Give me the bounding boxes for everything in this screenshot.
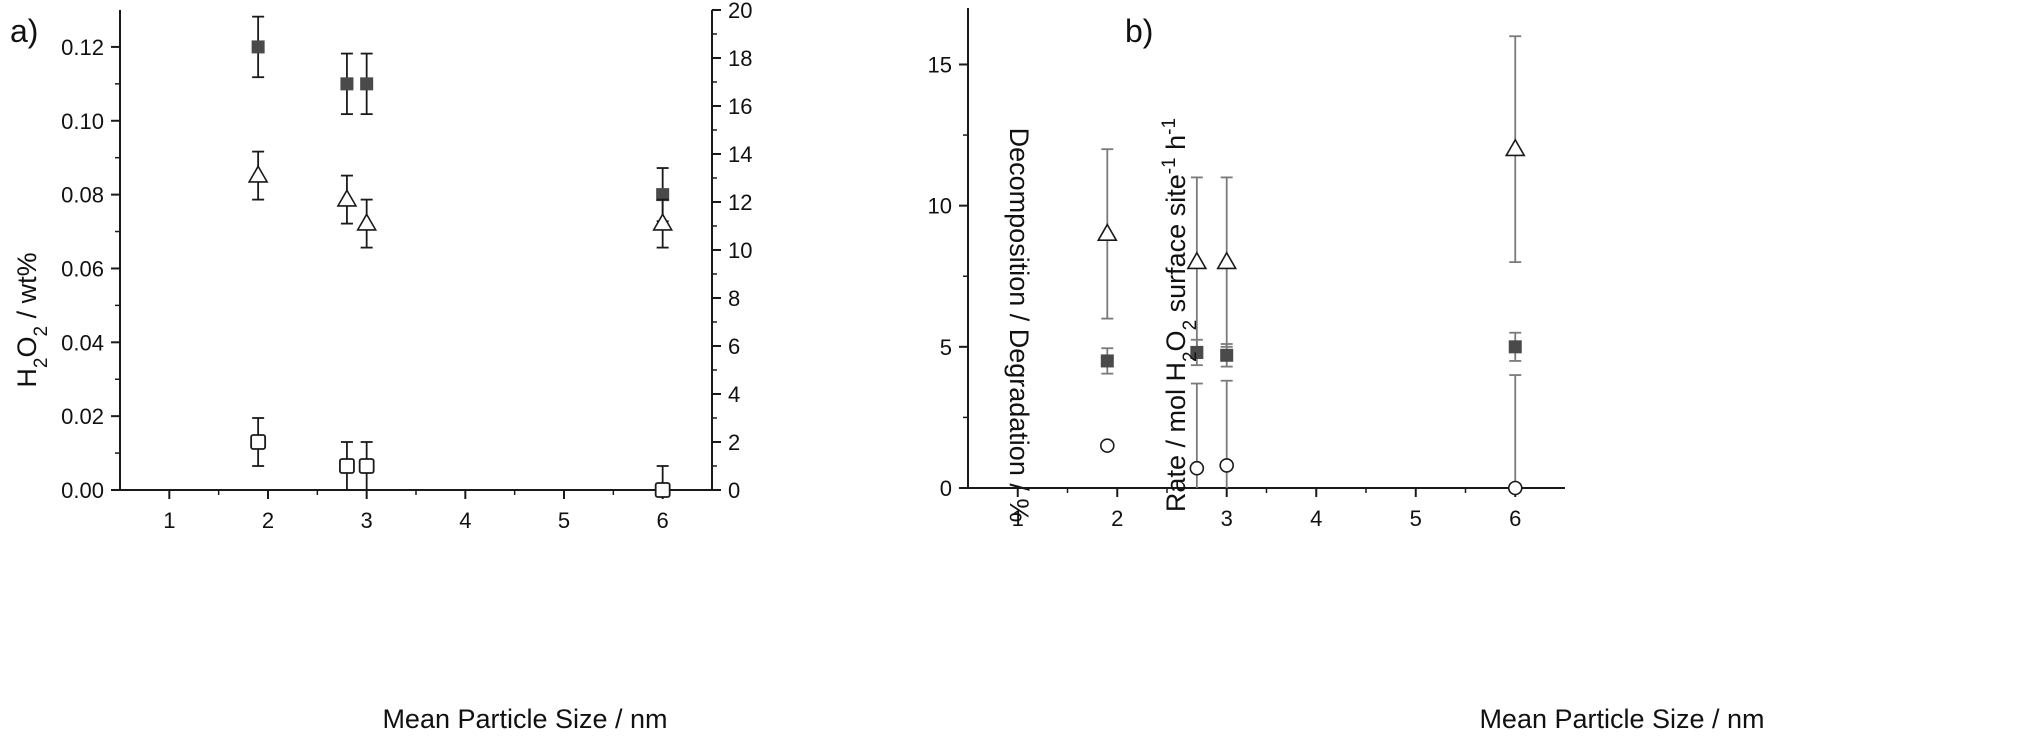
panel-a-y-tick-label: 0.12 [61,35,104,60]
panel-a-label: a) [10,13,38,49]
panel-a-ticks: 1 2 3 4 5 60.000.020.040.060.080.100.12024681… [61,0,752,533]
panel-b-point-filled-square [1190,345,1204,359]
panel-a-y2-axis-title: Decomposition / Degradation / % [1004,128,1034,523]
panel-b-point-open-circle [1219,458,1234,473]
panel-a-y-tick-label: 0.06 [61,256,104,281]
panel-a-y-tick-label: 0.00 [61,478,104,503]
panel-a-x-axis-title: Mean Particle Size / nm [382,704,667,734]
panel-b-point-open-triangle [1096,222,1118,241]
panel-a-y2-tick-label: 12 [728,190,752,215]
panel-a-point-open-square [250,434,267,450]
panel-b-x-tick-label: 1 [1012,506,1024,531]
panel-a-point-open-triangle [336,188,358,207]
panel-a-y-tick-label: 0.02 [61,404,104,429]
panel-a-y-tick-label: 0.10 [61,109,104,134]
panel-b-point-filled-square [1220,348,1234,362]
panel-a-point-open-triangle [247,164,269,183]
panel-a-y2-tick-label: 2 [728,430,740,455]
panel-b-point-filled-square [1508,340,1522,354]
panel-b-ticks: 1 2 3 4 5 6 0 5 10 15 [928,52,1522,531]
panel-b-x-tick-label: 3 [1221,506,1233,531]
panel-a-y2-tick-label: 4 [728,382,740,407]
panel-a-point-open-triangle [652,212,674,231]
panel-b-y-tick-label: 5 [940,335,952,360]
panel-b-x-axis-title: Mean Particle Size / nm [1479,704,1764,734]
panel-a-y2-tick-label: 16 [728,94,752,119]
panel-b-point-open-triangle [1186,251,1208,270]
panel-a-y2-tick-label: 14 [728,142,752,167]
panel-b-point-open-circle [1189,460,1205,476]
panel-a-y2-tick-label: 0 [728,478,740,503]
panel-a: a) 1 2 3 4 5 60.000.020.040.060.080.100.12024… [10,0,1034,734]
panel-b-x-tick-label: 2 [1111,506,1123,531]
panel-a-point-open-triangle [356,212,378,231]
panel-a-y-axis-title: H2O2 / wt% [12,252,52,387]
panel-b-y-tick-label: 0 [940,476,952,501]
panel-b-label: b) [1125,13,1153,49]
panel-a-x-tick-label: 6 [657,508,669,533]
panel-b-marks [1096,35,1526,496]
panel-b-x-tick-label: 5 [1410,506,1422,531]
panel-a-point-open-square [654,482,671,498]
panel-b-point-open-triangle [1504,138,1526,157]
panel-b-axes [967,8,1565,489]
panel-a-y2-tick-label: 20 [728,0,752,23]
panel-b-y-tick-label: 15 [928,52,952,77]
panel-a-marks [247,15,674,498]
panel-a-x-tick-label: 3 [361,508,373,533]
panel-a-x-tick-label: 5 [558,508,570,533]
panel-b-point-open-circle [1507,480,1523,496]
panel-a-point-open-square [358,458,375,474]
panel-a-point-filled-square [340,77,354,91]
panel-a-y2-tick-label: 18 [728,46,752,71]
panel-b-point-open-triangle [1216,251,1238,270]
panel-a-y2-tick-label: 8 [728,286,740,311]
panel-a-point-open-square [339,458,355,474]
panel-b-x-tick-label: 6 [1509,506,1521,531]
panel-a-x-tick-label: 2 [262,508,274,533]
panel-b-x-tick-label: 4 [1310,506,1322,531]
panel-a-y-tick-label: 0.08 [61,183,104,208]
panel-b-y-tick-label: 10 [928,194,952,219]
panel-a-y-tick-label: 0.04 [61,330,104,355]
panel-a-point-filled-square [251,40,265,54]
panel-a-point-filled-square [360,77,374,91]
panel-a-x-tick-label: 4 [459,508,471,533]
panel-b-y-axis-title: Rate / mol H2O2 surface site-1 h-1 [1159,118,1201,512]
panel-b-point-filled-square [1100,354,1114,368]
panel-a-y2-tick-label: 6 [728,334,740,359]
panel-a-y2-tick-label: 10 [728,238,752,263]
panel-b-point-open-circle [1100,438,1115,453]
panel-a-axes [119,10,713,491]
panel-a-x-tick-label: 1 [163,508,175,533]
